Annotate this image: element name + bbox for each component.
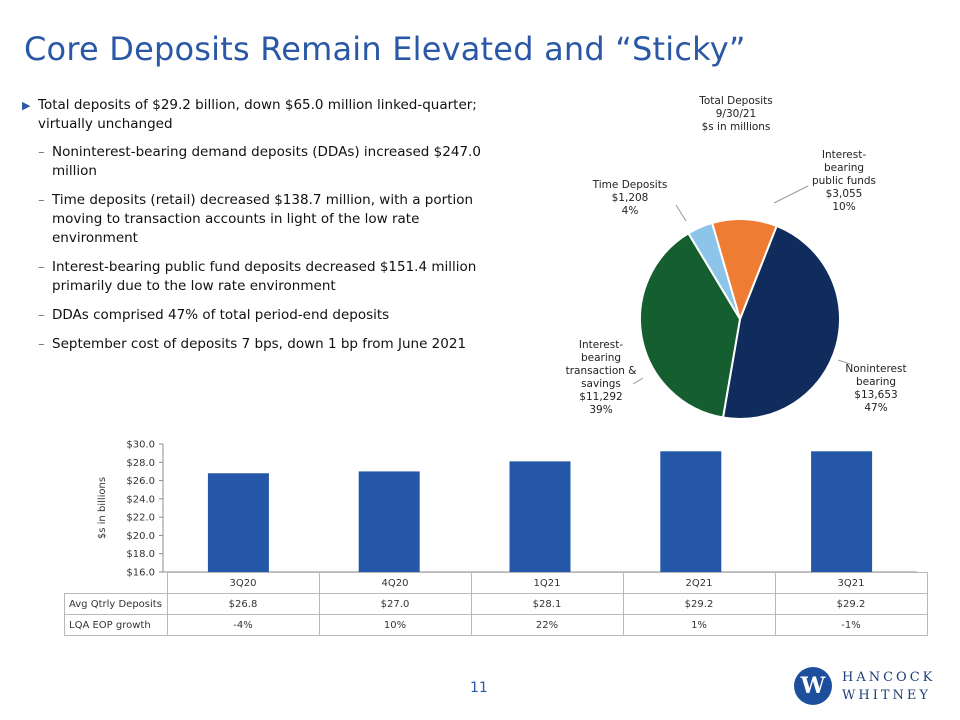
table-cell: -1%	[774, 614, 928, 636]
table-corner	[65, 573, 168, 594]
bar-marks	[207, 451, 873, 572]
deposits-bar-chart: $16.0 $18.0 $20.0 $22.0 $24.0 $26.0 $28.0 $30.0…	[97, 440, 917, 579]
company-logo: W HANCOCK WHITNEY	[794, 664, 934, 708]
y-tick-label: $24.0	[126, 494, 155, 505]
pie-leader-line	[632, 377, 644, 385]
table-header-row: 3Q20 4Q20 1Q21 2Q21 3Q21	[65, 572, 928, 594]
table-row: LQA EOP growth -4% 10% 22% 1% -1%	[64, 614, 928, 636]
pie-labels: Noninterestbearing$13,65347%Interest-bea…	[566, 149, 907, 416]
page-number: 11	[470, 680, 488, 696]
table-category: 3Q21	[774, 572, 928, 594]
table-category: 4Q20	[318, 572, 472, 594]
y-tick-label: $20.0	[126, 531, 155, 542]
logo-text-line2: WHITNEY	[842, 688, 931, 703]
dash-bullet-icon: –	[38, 336, 45, 352]
slide-title: Core Deposits Remain Elevated and “Stick…	[24, 30, 746, 68]
sub-bullet: – Time deposits (retail) decreased $138.…	[22, 191, 502, 248]
y-tick-label: $22.0	[126, 513, 155, 524]
pie-slice-label: 10%	[832, 201, 855, 213]
sub-bullet-text: September cost of deposits 7 bps, down 1…	[52, 336, 467, 352]
pie-slice-label: public funds	[812, 175, 876, 187]
pie-slice	[721, 224, 841, 420]
pie-slice-label: $3,055	[826, 188, 863, 200]
table-category: 3Q20	[166, 572, 320, 594]
pie-slice-label: $13,653	[854, 389, 897, 401]
sub-bullet-text: Noninterest-bearing demand deposits (DDA…	[52, 144, 481, 179]
deposits-pie-chart: Noninterestbearing$13,65347%Interest-bea…	[566, 95, 907, 420]
sub-bullet: – DDAs comprised 47% of total period-end…	[22, 306, 502, 325]
table-cell: $28.1	[470, 593, 624, 615]
y-tick-label: $28.0	[126, 458, 155, 469]
sub-bullet: – Noninterest-bearing demand deposits (D…	[22, 143, 502, 181]
y-tick-label: $16.0	[126, 568, 155, 579]
table-cell: $29.2	[774, 593, 928, 615]
y-tick-label: $18.0	[126, 549, 155, 560]
bar	[207, 473, 269, 572]
pie-leader-line	[675, 204, 687, 222]
dash-bullet-icon: –	[38, 192, 45, 208]
pie-slice	[710, 218, 778, 323]
table-cell: $27.0	[318, 593, 472, 615]
table-cell: 1%	[622, 614, 776, 636]
bar-data-table: 3Q20 4Q20 1Q21 2Q21 3Q21 Avg Qtrly Depos…	[64, 572, 928, 636]
table-row-label: Avg Qtrly Deposits	[64, 593, 168, 615]
pie-slice-label: bearing	[824, 162, 864, 174]
pie-title-text: $s in millions	[702, 121, 771, 133]
table-row-label: LQA EOP growth	[64, 614, 168, 636]
pie-slice-label: Noninterest	[845, 363, 906, 375]
logo-text-line1: HANCOCK	[842, 670, 936, 685]
triangle-bullet-icon: ▶	[22, 99, 31, 112]
sub-bullet-text: Time deposits (retail) decreased $138.7 …	[52, 192, 474, 246]
pie-leader-line	[837, 359, 851, 365]
table-cell: $29.2	[622, 593, 776, 615]
dash-bullet-icon: –	[38, 307, 45, 323]
pie-slice-label: bearing	[856, 376, 896, 388]
pie-slice-label: Time Deposits	[592, 179, 668, 191]
pie-slice-label: 4%	[622, 205, 639, 217]
pie-slice-label: 39%	[589, 404, 612, 416]
main-bullet-text: Total deposits of $29.2 billion, down $6…	[38, 97, 477, 132]
pie-title-text: Total Deposits	[698, 95, 772, 107]
pie-slice-label: $1,208	[612, 192, 649, 204]
table-cell: $26.8	[166, 593, 320, 615]
pie-leader-line	[773, 185, 809, 204]
pie-slice-label: bearing	[581, 352, 621, 364]
y-tick-label: $30.0	[126, 440, 155, 451]
pie-slice-label: Interest-	[579, 339, 623, 351]
pie-title-text: 9/30/21	[716, 108, 756, 120]
bar	[811, 451, 873, 572]
dash-bullet-icon: –	[38, 144, 45, 160]
sub-bullet: – September cost of deposits 7 bps, down…	[22, 335, 502, 354]
table-category: 1Q21	[470, 572, 624, 594]
table-cell: 10%	[318, 614, 472, 636]
pie-leader-lines	[632, 185, 851, 385]
bar	[509, 461, 571, 572]
table-row: Avg Qtrly Deposits $26.8 $27.0 $28.1 $29…	[64, 593, 928, 615]
pie-slice-label: transaction &	[566, 365, 637, 377]
main-bullet: ▶ Total deposits of $29.2 billion, down …	[22, 96, 502, 134]
bullet-list: ▶ Total deposits of $29.2 billion, down …	[22, 96, 502, 364]
pie-slices	[639, 218, 841, 420]
pie-slice-label: $11,292	[579, 391, 622, 403]
sub-bullet-text: DDAs comprised 47% of total period-end d…	[52, 307, 390, 323]
sub-bullet-text: Interest-bearing public fund deposits de…	[52, 259, 477, 294]
sub-bullet: – Interest-bearing public fund deposits …	[22, 258, 502, 296]
pie-slice-label: savings	[581, 378, 621, 390]
logo-mark-icon: W	[794, 667, 832, 705]
y-axis-label: $s in billions	[97, 477, 108, 539]
dash-bullet-icon: –	[38, 259, 45, 275]
table-cell: -4%	[166, 614, 320, 636]
bar	[358, 471, 420, 572]
table-category: 2Q21	[622, 572, 776, 594]
table-cell: 22%	[470, 614, 624, 636]
pie-slice-label: 47%	[864, 402, 887, 414]
y-tick-label: $26.0	[126, 476, 155, 487]
pie-slice-label: Interest-	[822, 149, 866, 161]
bar	[660, 451, 722, 572]
